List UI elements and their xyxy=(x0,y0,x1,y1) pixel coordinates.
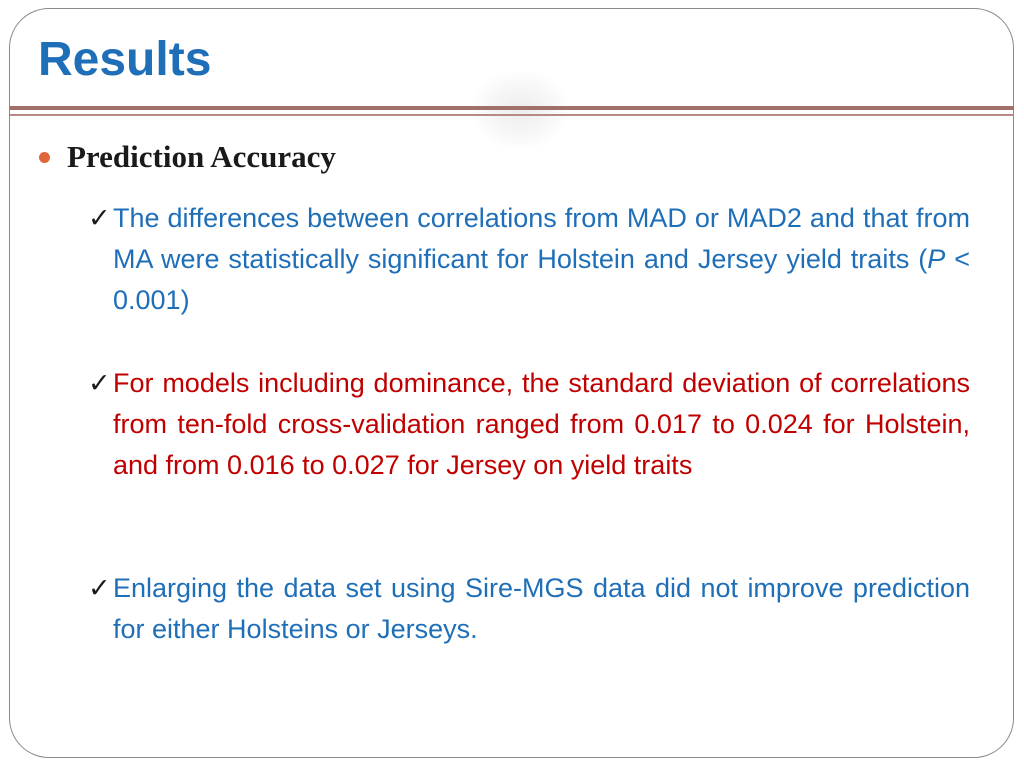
p-value-symbol: P xyxy=(927,244,946,274)
decorative-glow xyxy=(470,70,570,150)
result-text-1-end: < 0.001) xyxy=(113,244,970,315)
section-heading: Prediction Accuracy xyxy=(67,139,336,174)
bullet-dot-icon xyxy=(39,152,50,163)
result-item-3: ✓ Enlarging the data set using Sire-MGS … xyxy=(88,568,970,650)
checkmark-icon: ✓ xyxy=(88,203,111,233)
title-divider-thick xyxy=(10,106,1014,110)
checkmark-icon: ✓ xyxy=(88,573,111,603)
checkmark-icon: ✓ xyxy=(88,368,111,398)
result-text-2: For models including dominance, the stan… xyxy=(113,368,970,480)
result-text-3: Enlarging the data set using Sire-MGS da… xyxy=(113,573,970,644)
title-divider-thin xyxy=(10,114,1014,116)
result-item-1: ✓ The differences between correlations f… xyxy=(88,198,970,321)
slide-frame xyxy=(9,8,1014,758)
result-text-1: The differences between correlations fro… xyxy=(113,198,970,321)
result-item-2: ✓ For models including dominance, the st… xyxy=(88,363,970,486)
result-text-1-start: The differences between correlations fro… xyxy=(113,203,970,274)
slide-title: Results xyxy=(38,33,212,86)
